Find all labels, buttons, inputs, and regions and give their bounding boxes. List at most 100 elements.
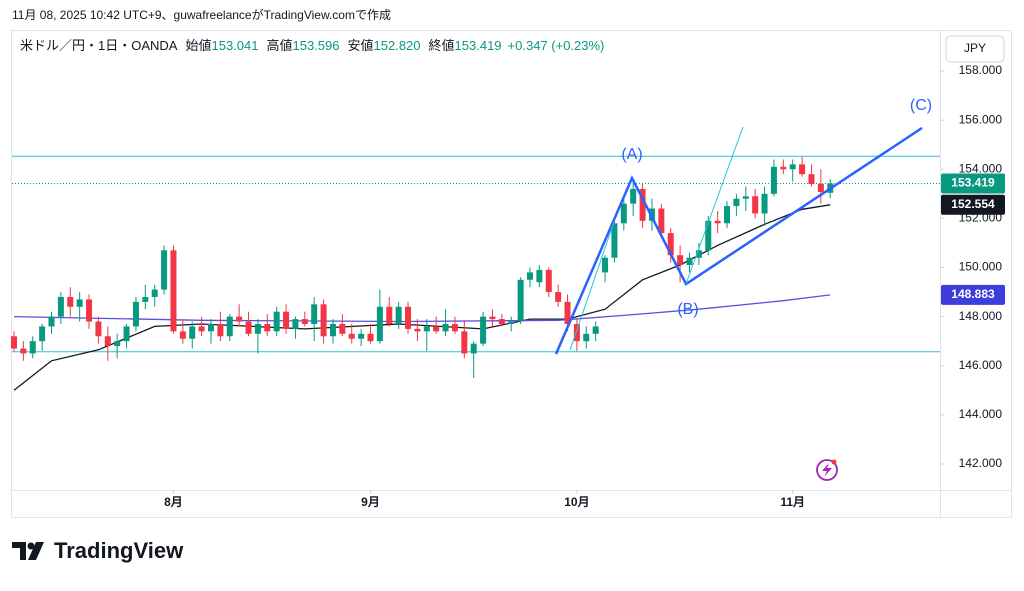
y-tick-label: 146.000: [959, 358, 1003, 372]
candle-body: [161, 250, 168, 290]
ohlc-label: 高値: [266, 38, 292, 53]
candle-body: [573, 323, 580, 342]
candle-body: [132, 301, 139, 327]
candle-body: [526, 272, 533, 280]
candle-body: [376, 306, 383, 342]
candle-body: [339, 323, 346, 334]
candle-body: [245, 321, 252, 334]
price-tag: [941, 173, 1005, 194]
candle-body: [724, 206, 731, 224]
drawings: (A) (B) (C): [554, 97, 932, 355]
chart-frame: [11, 30, 1012, 518]
candle-body: [489, 316, 496, 320]
candle-body: [817, 184, 824, 193]
logo-mark: [27, 542, 35, 550]
candle-body: [311, 304, 318, 324]
candle-body: [667, 233, 674, 256]
candle-body: [386, 306, 393, 324]
candle-body: [686, 257, 693, 266]
candle-body: [358, 333, 365, 339]
y-tick-label: 144.000: [959, 407, 1003, 421]
alert-dot[interactable]: [831, 459, 837, 465]
candle-body: [170, 250, 177, 332]
moving-average: [13, 294, 831, 323]
ohlc-label: 安値: [348, 38, 374, 53]
moving-average: [13, 204, 831, 391]
candle-body: [658, 208, 665, 234]
candle-body: [76, 299, 83, 307]
candle-body: [470, 343, 477, 354]
wave-label: (B): [677, 301, 698, 318]
brand-name: TradingView: [54, 538, 184, 563]
candle-body: [780, 166, 787, 170]
candle-body: [114, 341, 121, 347]
candle-body: [789, 164, 796, 170]
y-tick-label: 150.000: [959, 260, 1003, 274]
price-tag: [941, 194, 1005, 215]
candle-body: [583, 333, 590, 342]
candle-body: [423, 326, 430, 332]
candle-body: [433, 326, 440, 332]
candle-body: [620, 203, 627, 224]
alert-icon[interactable]: [816, 459, 838, 481]
candle-body: [39, 326, 46, 342]
candle-body: [226, 316, 233, 337]
candle-body: [808, 174, 815, 184]
candle-body: [151, 289, 158, 297]
ohlc-label: 始値: [185, 38, 211, 53]
candle-body: [10, 336, 17, 349]
logo-mark: [28, 542, 44, 560]
candle-body: [733, 198, 740, 207]
candle-body: [207, 323, 214, 332]
wave-line: [554, 126, 923, 355]
candle-body: [752, 196, 759, 214]
x-tick-label: 8月: [164, 495, 183, 509]
currency-button[interactable]: [945, 35, 1005, 63]
candle-body: [320, 304, 327, 337]
ohlc-label: 終値: [429, 38, 455, 53]
candle-body: [254, 323, 261, 334]
price-tag-label: 152.554: [951, 197, 995, 211]
candle-body: [292, 319, 299, 329]
attribution: 11月 08, 2025 10:42 UTC+9、guwafreelanceがT…: [12, 7, 391, 22]
candle-body: [564, 301, 571, 324]
candle-body: [555, 292, 562, 302]
price-tag-label: 148.883: [951, 287, 995, 301]
y-tick-label: 142.000: [959, 456, 1003, 470]
candle-body: [189, 326, 196, 339]
candle-body: [57, 296, 64, 317]
wave-label: (A): [621, 146, 642, 163]
channel-line: [569, 221, 615, 351]
candle-body: [283, 311, 290, 329]
candle-body: [761, 193, 768, 214]
candle-body: [395, 306, 402, 324]
candle-body: [705, 220, 712, 251]
candle-body: [677, 255, 684, 266]
candle-body: [123, 326, 130, 342]
alert-bolt[interactable]: [822, 463, 832, 477]
candle-body: [264, 323, 271, 332]
candle-body: [799, 164, 806, 175]
candle-body: [630, 188, 637, 204]
candle-body: [414, 328, 421, 332]
brand-logo: TradingView: [12, 538, 184, 563]
candle-body: [48, 316, 55, 327]
y-tick-label: 156.000: [959, 112, 1003, 126]
candle-body: [695, 250, 702, 258]
price-tag: [941, 284, 1005, 305]
ohlc-value: 153.041: [211, 38, 258, 53]
candle-body: [742, 196, 749, 199]
x-tick-label: 10月: [564, 495, 589, 509]
candle-body: [498, 319, 505, 324]
candle-body: [179, 331, 186, 339]
candle-body: [592, 326, 599, 334]
candle-body: [714, 220, 721, 224]
currency-label[interactable]: JPY: [964, 41, 986, 55]
ohlc-value: 153.419: [455, 38, 502, 53]
ohlc-value: 153.596: [293, 38, 340, 53]
alert-circle[interactable]: [816, 459, 838, 481]
candle-body: [545, 269, 552, 293]
x-tick-label: 9月: [361, 495, 380, 509]
